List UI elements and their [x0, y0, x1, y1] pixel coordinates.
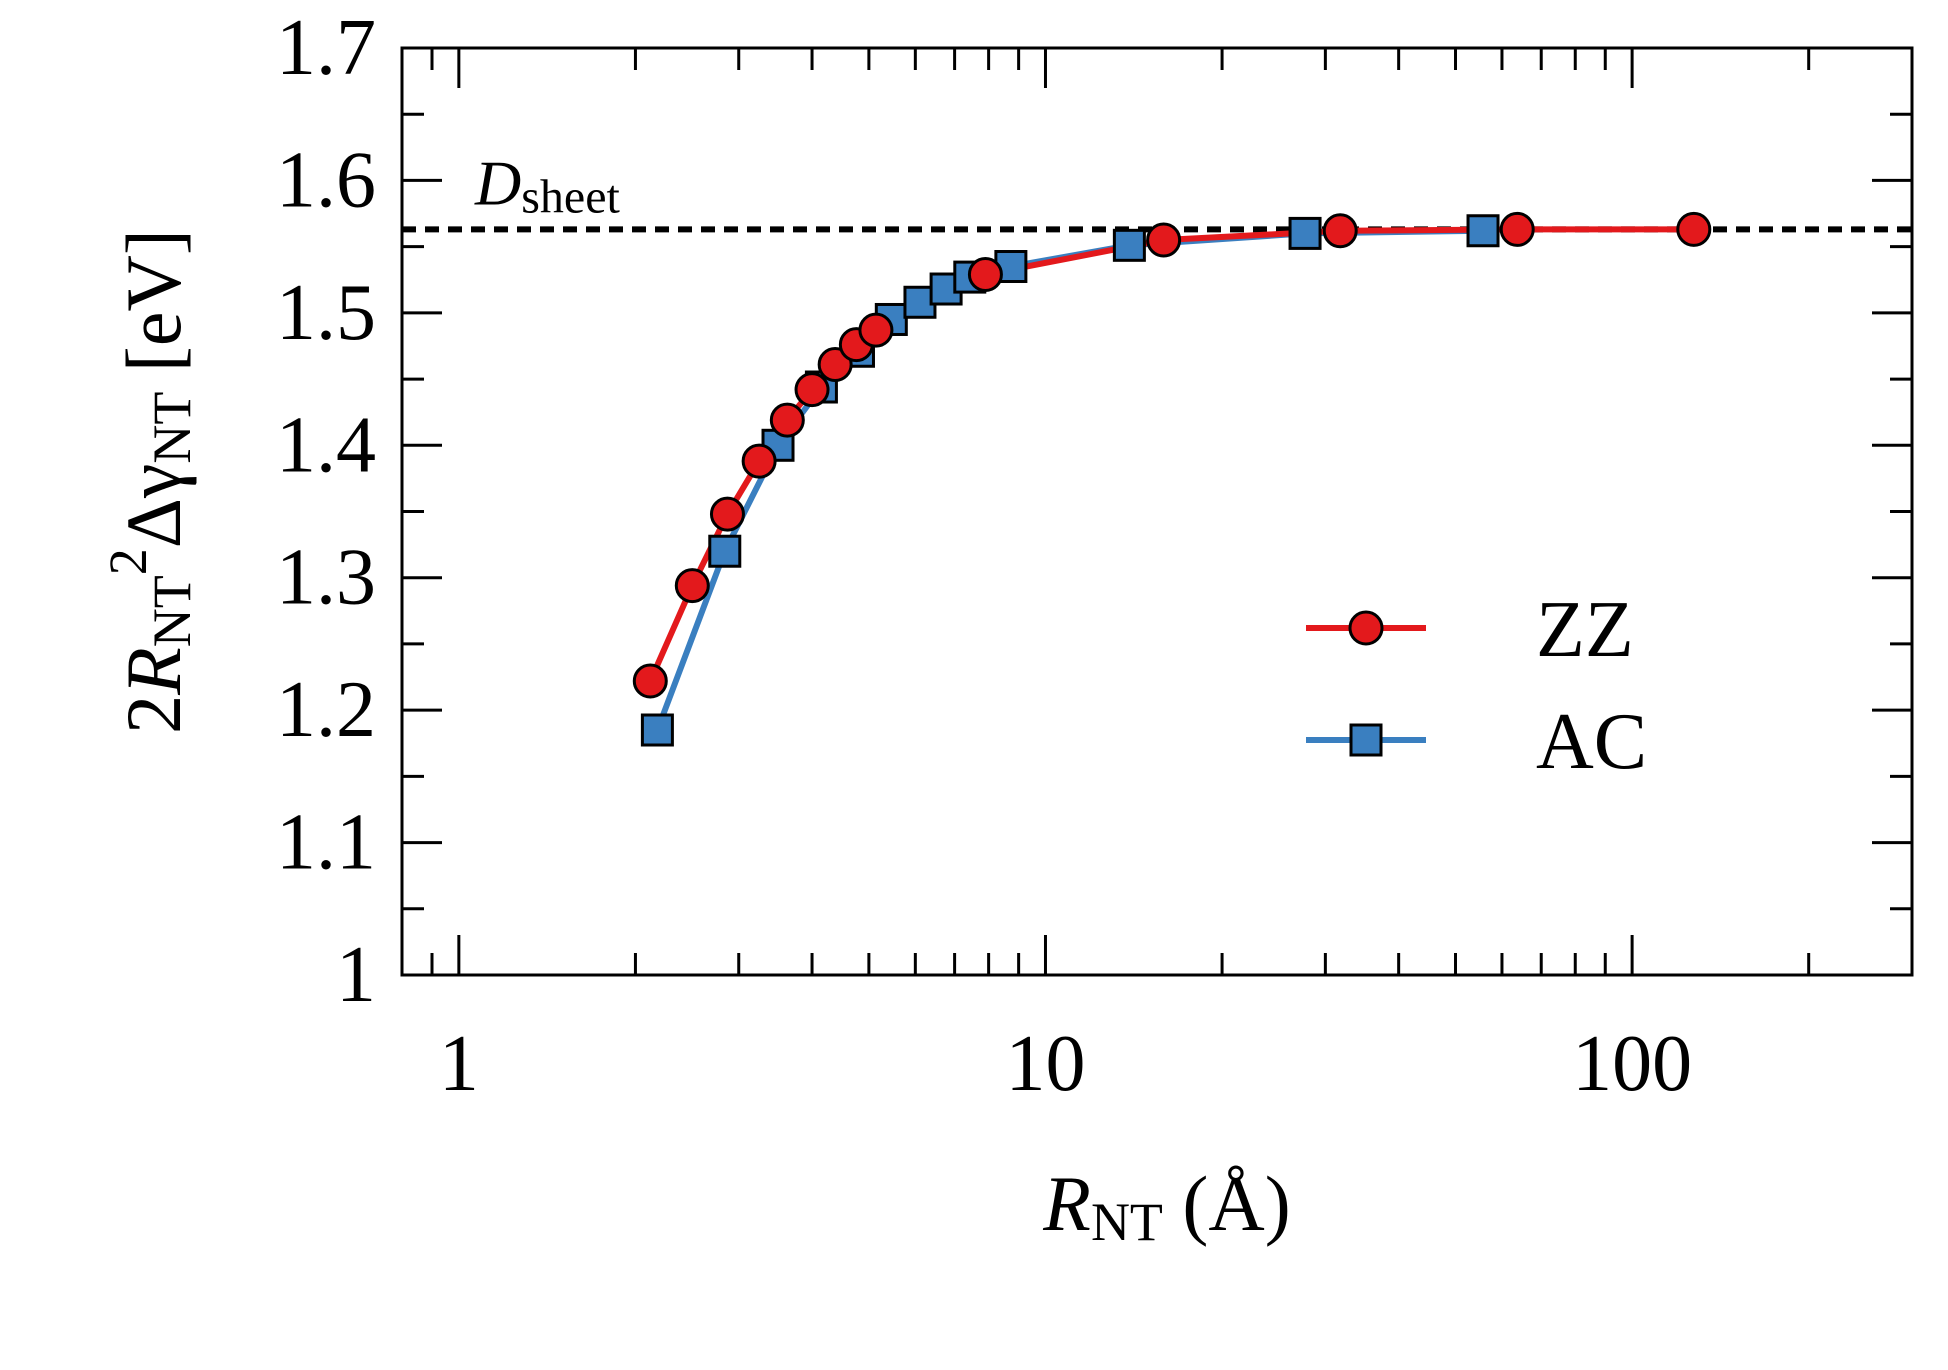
y-tick-label: 1.4 — [276, 401, 376, 489]
series-line-ac — [654, 227, 1484, 732]
y-tick-label: 1.3 — [276, 534, 376, 622]
tick-labels: 1 1.1 1.2 1.3 1.4 1.5 1.6 1.7 1 10 100 — [276, 4, 1692, 1108]
y-axis-label-gamma-sub: NT — [142, 392, 202, 464]
data-point-zz — [794, 372, 830, 408]
reference-label-sub: sheet — [521, 170, 620, 223]
data-point-zz — [1676, 211, 1712, 247]
y-axis-label-gamma: Δγ — [110, 464, 197, 549]
axis-ticks — [400, 46, 1914, 977]
y-tick-label: 1.6 — [276, 136, 376, 224]
y-tick-label: 1.5 — [276, 269, 376, 357]
legend-label-ac: AC — [1536, 698, 1647, 786]
y-axis-label-coef: 2 — [110, 695, 197, 734]
x-tick-label: 1 — [439, 1020, 479, 1108]
y-axis-label-unit: [eV] — [110, 229, 197, 391]
x-axis-label-sub: NT — [1091, 1192, 1163, 1252]
data-point-zz — [1322, 213, 1358, 249]
reference-line-label: Dsheet — [474, 147, 621, 223]
data-point-zz — [1146, 222, 1182, 258]
x-tick-label: 100 — [1572, 1020, 1692, 1108]
data-point-zz — [817, 347, 853, 383]
x-axis-label-main: R — [1042, 1160, 1091, 1247]
data-point-ac — [1288, 216, 1322, 250]
y-axis-label-sup: 2 — [98, 548, 158, 575]
y-tick-label: 1.7 — [276, 4, 376, 92]
data-point-zz — [674, 568, 710, 604]
data-point-ac — [708, 534, 742, 568]
x-tick-label: 10 — [1005, 1020, 1085, 1108]
data-point-zz — [1499, 211, 1535, 247]
reference-label-main: D — [474, 147, 521, 218]
legend-marker-zz — [1348, 610, 1384, 646]
data-point-ac — [1112, 228, 1146, 262]
series-markers — [632, 211, 1712, 747]
y-axis-label: 2RNT2ΔγNT [eV] — [98, 229, 202, 734]
data-point-zz — [709, 496, 745, 532]
legend-label-zz: ZZ — [1536, 586, 1634, 674]
legend: ZZ AC — [1306, 586, 1647, 786]
y-tick-label: 1 — [336, 931, 376, 1019]
plot-frame — [400, 46, 1914, 977]
x-axis-label-tail: (Å) — [1163, 1160, 1291, 1247]
data-point-ac — [1466, 214, 1500, 248]
legend-marker-ac — [1349, 723, 1383, 757]
x-axis-label: RNT (Å) — [1042, 1160, 1290, 1252]
data-point-zz — [632, 663, 668, 699]
data-point-zz — [858, 312, 894, 348]
data-point-zz — [967, 256, 1003, 292]
data-point-ac — [640, 713, 674, 747]
data-point-zz — [741, 443, 777, 479]
y-tick-label: 1.1 — [276, 799, 376, 887]
data-point-zz — [769, 402, 805, 438]
y-tick-label: 1.2 — [276, 666, 376, 754]
y-axis-label-r: R — [110, 647, 197, 696]
y-axis-label-r-sub: NT — [142, 575, 202, 647]
